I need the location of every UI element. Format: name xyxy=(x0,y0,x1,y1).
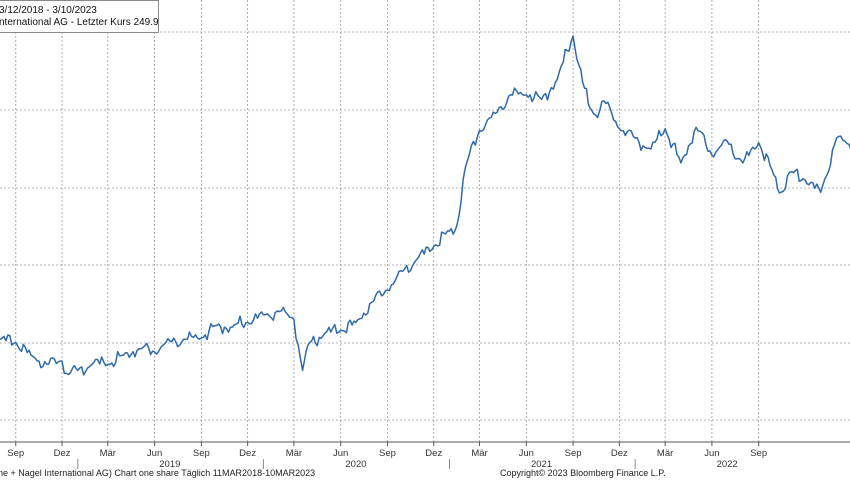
x-tick-label: Sep xyxy=(7,448,24,459)
x-tick-label: Sep xyxy=(193,448,210,459)
x-year-label: 2020 xyxy=(345,459,366,470)
legend-series-label: nternational AG - Letzter Kurs 249.90 xyxy=(0,17,159,28)
x-tick-label: Sep xyxy=(565,448,582,459)
x-year-label: 2022 xyxy=(717,459,738,470)
x-tick-label: Sep xyxy=(379,448,396,459)
footer-chart-description: ne + Nagel International AG) Chart one s… xyxy=(0,468,316,478)
x-tick-label: Jun xyxy=(147,448,162,459)
legend-date-range: 3/12/2018 - 3/10/2023 xyxy=(0,5,97,16)
x-tick-label: Sep xyxy=(750,448,767,459)
x-tick-label: Jun xyxy=(704,448,719,459)
x-year-label: 2021 xyxy=(531,459,552,470)
x-tick-label: Dez xyxy=(239,448,256,459)
gridlines xyxy=(0,0,850,442)
x-axis-years: 2019 2020 2021 2022 xyxy=(77,459,738,470)
x-axis-ticks: Sep Dez Mär Jun Sep Dez Mär Jun Sep Dez Mär Jun Sep D… xyxy=(7,442,767,459)
x-tick-label: Mär xyxy=(100,448,116,459)
chart-legend: 3/12/2018 - 3/10/2023 nternational AG - … xyxy=(0,0,159,33)
x-tick-label: Jun xyxy=(519,448,534,459)
x-year-label: 2019 xyxy=(159,459,180,470)
footer-copyright: Copyright© 2023 Bloomberg Finance L.P. xyxy=(500,468,666,478)
x-tick-label: Dez xyxy=(611,448,628,459)
x-tick-label: Dez xyxy=(425,448,442,459)
x-tick-label: Mär xyxy=(657,448,673,459)
x-tick-label: Dez xyxy=(54,448,71,459)
x-tick-label: Jun xyxy=(333,448,348,459)
x-tick-label: Mär xyxy=(286,448,302,459)
price-series-line xyxy=(0,35,850,376)
x-tick-label: Mär xyxy=(471,448,487,459)
